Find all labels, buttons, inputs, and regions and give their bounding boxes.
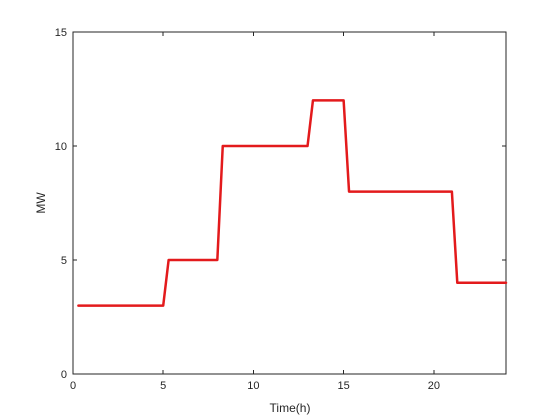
plot-area [72, 31, 507, 375]
y-tick-label: 10 [55, 141, 67, 153]
x-axis-label: Time(h) [270, 401, 311, 415]
series-line-1 [77, 99, 508, 307]
y-axis-label: MW [34, 192, 48, 214]
y-tick-label: 5 [61, 255, 67, 267]
x-tick-label: 0 [70, 380, 76, 392]
plot-frame [72, 31, 507, 375]
x-tick-label: 5 [160, 380, 166, 392]
y-tick-label: 0 [61, 369, 67, 381]
x-tick-label: 15 [338, 380, 350, 392]
x-tick-label: 10 [247, 380, 259, 392]
series-layer [77, 99, 508, 307]
y-axis-ticks: 0 5 10 15 [55, 27, 506, 381]
x-tick-label: 20 [428, 380, 440, 392]
x-axis-ticks: 0 5 10 15 20 [70, 32, 440, 392]
y-tick-label: 15 [55, 27, 67, 39]
